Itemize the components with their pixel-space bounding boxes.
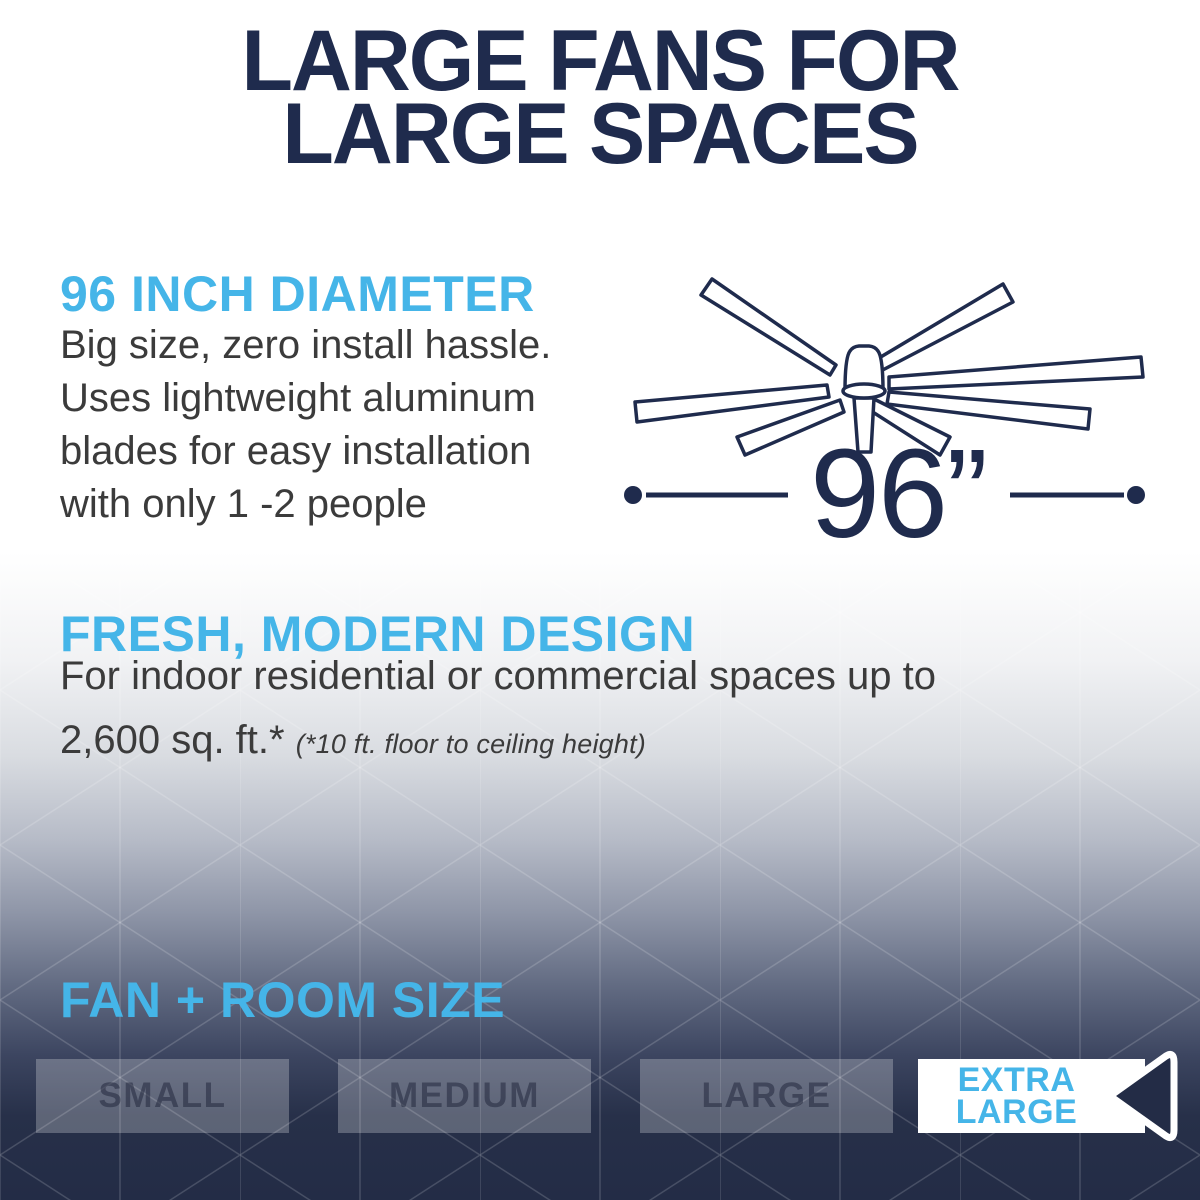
diameter-copy-line: blades for easy installation: [60, 429, 532, 473]
size-option-small[interactable]: SMALL: [36, 1059, 289, 1133]
size-option-extra-large[interactable]: EXTRA LARGE: [918, 1059, 1145, 1133]
page-title: LARGE FANS FOR LARGE SPACES: [12, 13, 1188, 182]
size-option-medium[interactable]: MEDIUM: [338, 1059, 591, 1133]
diameter-copy-line: Uses lightweight aluminum: [60, 376, 536, 420]
fan-illustration: 96”: [624, 277, 1145, 564]
design-section-heading: FRESH, MODERN DESIGN: [60, 606, 696, 662]
fan-blade: [887, 355, 1145, 391]
dimension-line: [624, 486, 1145, 504]
size-option-label: SMALL: [98, 1076, 227, 1115]
page-title-line1: LARGE FANS FOR: [241, 13, 960, 109]
fan-blade: [867, 282, 1015, 376]
dimension-label: 96”: [810, 423, 986, 564]
size-option-large[interactable]: LARGE: [640, 1059, 893, 1133]
size-option-label-line2: LARGE: [955, 1093, 1078, 1131]
fan-blade: [633, 383, 831, 424]
diameter-section-copy: Big size, zero install hassle. Uses ligh…: [60, 319, 551, 531]
diameter-copy-line: with only 1 -2 people: [60, 482, 427, 526]
fan-blade: [885, 390, 1092, 431]
size-option-label: MEDIUM: [389, 1076, 540, 1115]
design-copy-line2: 2,600 sq. ft.* (*10 ft. floor to ceiling…: [60, 716, 646, 768]
size-option-label-line1: EXTRA: [957, 1061, 1076, 1099]
diameter-section-heading: 96 INCH DIAMETER: [60, 266, 535, 322]
fan-blade: [699, 277, 838, 377]
fan-blade: [735, 398, 846, 457]
fan-hub: [841, 382, 887, 400]
diameter-copy-line: Big size, zero install hassle.: [60, 323, 552, 367]
design-copy-footnote: (*10 ft. floor to ceiling height): [295, 729, 647, 759]
extra-large-arrow-icon: [1106, 1051, 1178, 1141]
size-option-label: LARGE: [701, 1076, 832, 1115]
roomsize-section-heading: FAN + ROOM SIZE: [60, 972, 506, 1028]
page-title-line2: LARGE SPACES: [282, 86, 919, 182]
design-copy-sqft: 2,600 sq. ft.*: [60, 718, 285, 762]
fan-canopy: [843, 344, 885, 393]
design-copy-line1: For indoor residential or commercial spa…: [60, 654, 936, 698]
